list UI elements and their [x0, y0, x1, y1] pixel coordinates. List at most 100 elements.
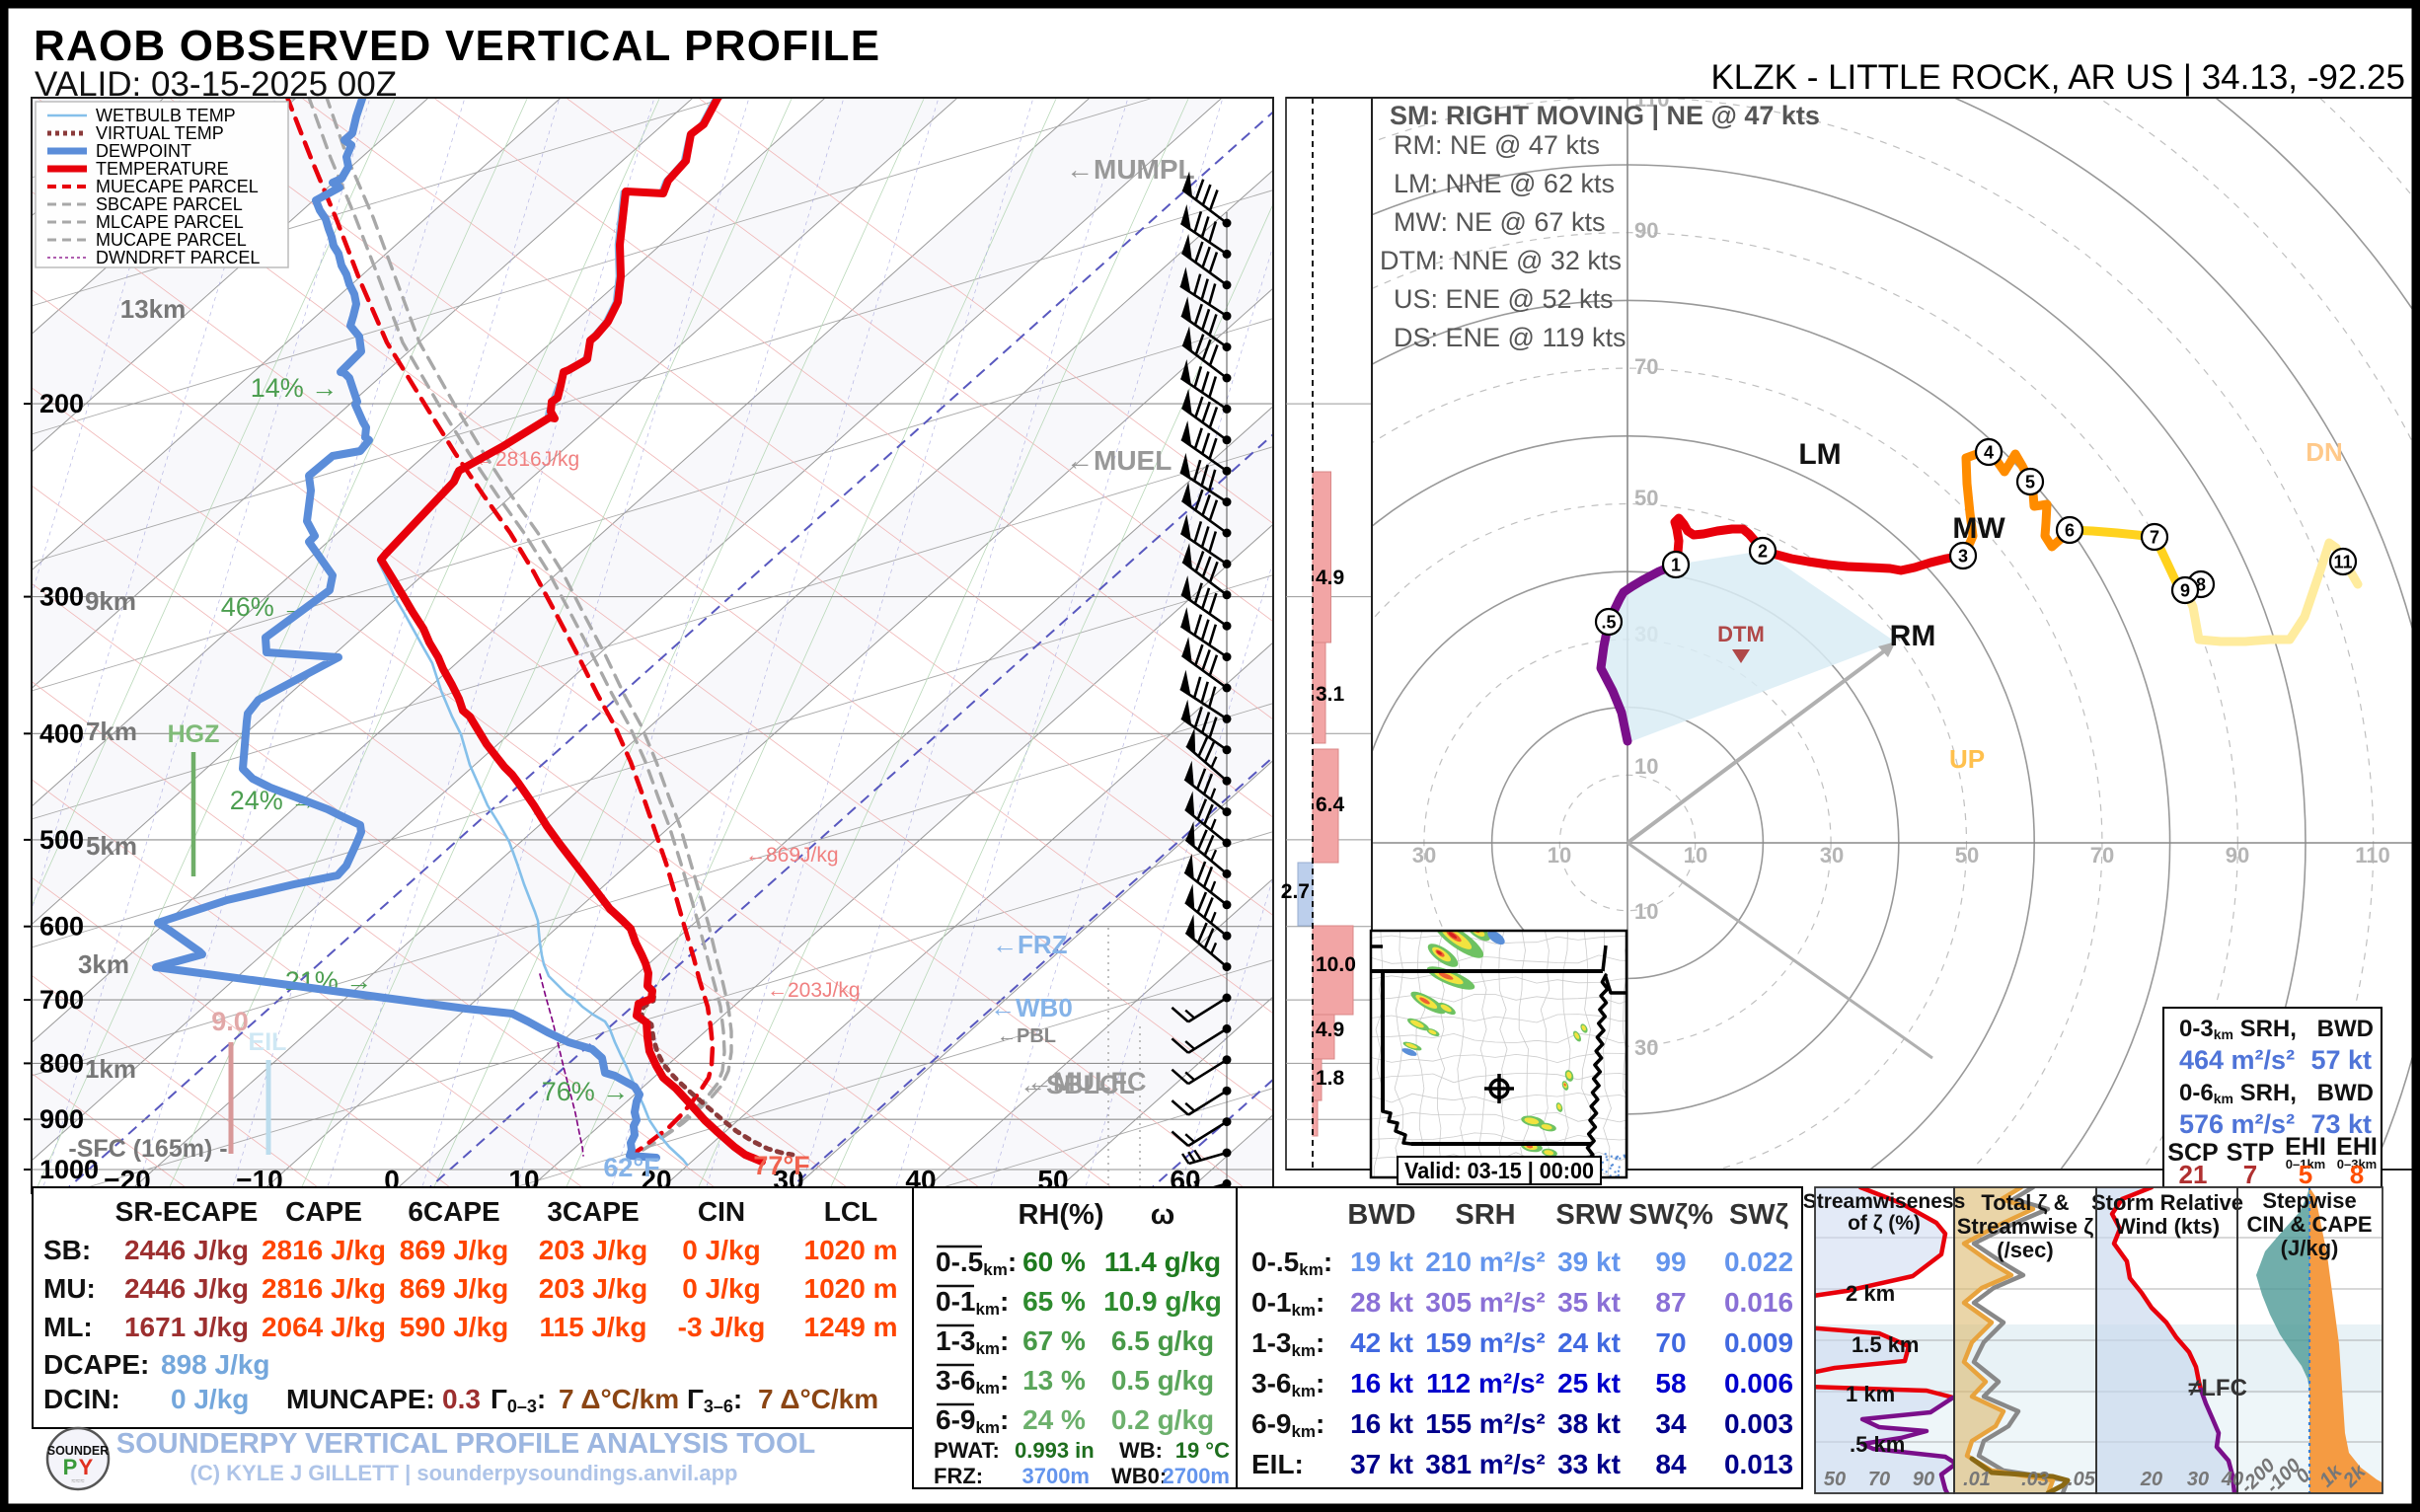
svg-text:3700m: 3700m — [1021, 1464, 1090, 1488]
svg-text:210 m²/s²: 210 m²/s² — [1425, 1247, 1545, 1277]
svg-text:13 %: 13 % — [1022, 1365, 1086, 1396]
svg-text:84: 84 — [1655, 1449, 1687, 1479]
svg-text:EHI: EHI — [2285, 1133, 2326, 1161]
svg-text:9: 9 — [2180, 581, 2190, 601]
svg-text:RAOB OBSERVED VERTICAL PROFILE: RAOB OBSERVED VERTICAL PROFILE — [34, 22, 880, 70]
svg-text:3km: 3km — [78, 949, 129, 979]
svg-text:0.993 in: 0.993 in — [1015, 1438, 1095, 1463]
svg-text:0 J/kg: 0 J/kg — [682, 1235, 760, 1265]
svg-text:25 kt: 25 kt — [1557, 1368, 1621, 1399]
svg-text:24 kt: 24 kt — [1557, 1327, 1621, 1358]
svg-text:8: 8 — [2350, 1160, 2364, 1189]
svg-text:UP: UP — [1949, 744, 1985, 774]
svg-text:DTM: DTM — [1717, 622, 1765, 646]
svg-text:Storm Relative: Storm Relative — [2091, 1190, 2243, 1215]
svg-text:305 m²/s²: 305 m²/s² — [1425, 1287, 1545, 1318]
svg-text:464 m²/s²: 464 m²/s² — [2179, 1045, 2295, 1075]
svg-text:11.4 g/kg: 11.4 g/kg — [1104, 1247, 1221, 1277]
svg-text:7 Δ°C/km: 7 Δ°C/km — [758, 1384, 878, 1414]
svg-text:CIN: CIN — [698, 1196, 745, 1227]
svg-text:1.5 km: 1.5 km — [1852, 1332, 1920, 1357]
svg-text:10: 10 — [1634, 899, 1658, 924]
svg-text:90: 90 — [1634, 218, 1658, 243]
svg-text:1020 m: 1020 m — [804, 1235, 898, 1265]
svg-text:381 m²/s²: 381 m²/s² — [1425, 1449, 1545, 1479]
svg-text:MLCAPE PARCEL: MLCAPE PARCEL — [96, 212, 244, 232]
svg-text:19 kt: 19 kt — [1350, 1247, 1413, 1277]
svg-text:37 kt: 37 kt — [1350, 1449, 1413, 1479]
svg-text:PWAT:: PWAT: — [934, 1438, 1000, 1463]
svg-text:65 %: 65 % — [1022, 1286, 1086, 1317]
svg-text:50: 50 — [1955, 843, 1979, 868]
svg-text:30: 30 — [1820, 843, 1844, 868]
svg-text:MUCAPE PARCEL: MUCAPE PARCEL — [96, 230, 247, 250]
svg-text:10.9 g/kg: 10.9 g/kg — [1103, 1286, 1222, 1317]
svg-text:30: 30 — [1412, 843, 1436, 868]
svg-text:76% →: 76% → — [542, 1077, 630, 1106]
svg-text:73 kt: 73 kt — [2310, 1109, 2372, 1139]
svg-text:TEMPERATURE: TEMPERATURE — [96, 159, 229, 179]
svg-text:1020 m: 1020 m — [804, 1273, 898, 1304]
svg-text:4.9: 4.9 — [1316, 567, 1344, 589]
svg-text:BWD: BWD — [1347, 1199, 1415, 1231]
svg-text:Γ3–6:: Γ3–6: — [687, 1384, 742, 1416]
svg-text:0.006: 0.006 — [1724, 1368, 1793, 1399]
svg-text:2446 J/kg: 2446 J/kg — [124, 1235, 249, 1265]
svg-text:90: 90 — [1913, 1469, 1934, 1490]
svg-text:.05: .05 — [2068, 1469, 2096, 1490]
svg-text:0.2 g/kg: 0.2 g/kg — [1111, 1404, 1214, 1435]
svg-text:6: 6 — [2065, 521, 2075, 541]
svg-text:1: 1 — [1671, 556, 1681, 575]
svg-text:159 m²/s²: 159 m²/s² — [1425, 1327, 1545, 1358]
svg-text:←FRZ: ←FRZ — [992, 930, 1068, 959]
svg-text:28 kt: 28 kt — [1350, 1287, 1413, 1318]
svg-text:7: 7 — [2243, 1160, 2257, 1189]
svg-text:70: 70 — [1868, 1469, 1890, 1490]
svg-text:6CAPE: 6CAPE — [408, 1196, 499, 1227]
svg-text:0-1km:: 0-1km: — [936, 1286, 1009, 1319]
svg-text:0–3km: 0–3km — [2337, 1157, 2377, 1172]
svg-text:500: 500 — [39, 825, 84, 855]
svg-text:DWNDRFT PARCEL: DWNDRFT PARCEL — [96, 248, 260, 267]
svg-text:33 kt: 33 kt — [1557, 1449, 1621, 1479]
svg-text:62°F: 62°F — [603, 1153, 659, 1182]
svg-text:10: 10 — [1684, 843, 1707, 868]
svg-text:1671 J/kg: 1671 J/kg — [124, 1312, 249, 1342]
svg-text:SM: RIGHT MOVING | NE @ 47 kts: SM: RIGHT MOVING | NE @ 47 kts — [1390, 101, 1820, 130]
svg-text:of ζ (%): of ζ (%) — [1848, 1212, 1921, 1235]
svg-text:3.1: 3.1 — [1316, 683, 1345, 706]
svg-text:VIRTUAL TEMP: VIRTUAL TEMP — [96, 123, 224, 143]
svg-text:EIL: EIL — [249, 1028, 287, 1056]
svg-text:0–1km: 0–1km — [2286, 1157, 2325, 1172]
svg-text:EHI: EHI — [2336, 1133, 2378, 1161]
svg-text:576 m²/s²: 576 m²/s² — [2179, 1109, 2295, 1139]
svg-text:-3 J/kg: -3 J/kg — [678, 1312, 766, 1342]
svg-text:SRH: SRH — [1455, 1199, 1515, 1231]
svg-text:898 J/kg: 898 J/kg — [161, 1349, 270, 1380]
svg-text:70: 70 — [2090, 843, 2114, 868]
svg-text:SB:: SB: — [43, 1235, 91, 1265]
svg-text:19 °C: 19 °C — [1175, 1438, 1230, 1463]
svg-text:34: 34 — [1655, 1408, 1687, 1439]
svg-text:200: 200 — [39, 389, 84, 418]
svg-text:300: 300 — [39, 582, 84, 612]
svg-text:FRZ:: FRZ: — [934, 1464, 983, 1488]
svg-text:LM: LM — [1798, 438, 1841, 471]
svg-text:6.5 g/kg: 6.5 g/kg — [1111, 1325, 1214, 1356]
svg-text:2.7: 2.7 — [1281, 880, 1310, 903]
svg-text:BWD: BWD — [2317, 1016, 2374, 1042]
svg-text:SRW: SRW — [1555, 1199, 1623, 1231]
svg-text:4: 4 — [1984, 443, 1994, 463]
svg-text:9km: 9km — [85, 586, 136, 616]
svg-text:0.5 g/kg: 0.5 g/kg — [1111, 1365, 1214, 1396]
svg-text:10.0: 10.0 — [1316, 953, 1356, 976]
svg-text:400: 400 — [39, 718, 84, 748]
svg-text:4.9: 4.9 — [1316, 1019, 1344, 1041]
svg-text:50: 50 — [1824, 1469, 1846, 1490]
svg-text:5km: 5km — [86, 831, 137, 861]
svg-text:0.003: 0.003 — [1724, 1408, 1793, 1439]
svg-text:57 kt: 57 kt — [2310, 1045, 2372, 1075]
svg-text:STP: STP — [2227, 1139, 2275, 1167]
svg-text:(/sec): (/sec) — [1997, 1238, 2053, 1262]
svg-text:10: 10 — [1548, 843, 1571, 868]
